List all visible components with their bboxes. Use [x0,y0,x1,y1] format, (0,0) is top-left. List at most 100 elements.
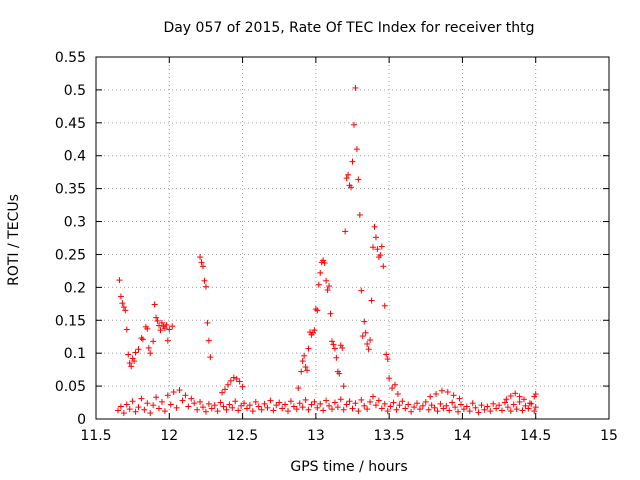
data-point [466,408,473,415]
data-point [352,84,359,91]
data-point [179,397,186,404]
data-point [460,406,467,413]
data-point [125,351,132,358]
y-tick-label: 0.35 [55,182,86,198]
data-point [151,301,158,308]
data-point [167,401,174,408]
data-point [287,398,294,405]
data-point [205,337,212,344]
data-point [233,375,240,382]
data-point [197,398,204,405]
data-point [425,406,432,413]
data-point [199,263,206,270]
data-point [147,410,154,417]
data-point [120,304,127,311]
data-point [427,393,434,400]
data-point [365,346,372,353]
data-point [356,211,363,218]
data-point [371,223,378,230]
data-point [301,352,308,359]
data-point [138,395,145,402]
data-point [170,389,177,396]
data-point [416,406,423,413]
x-tick-label: 14.5 [520,428,551,444]
data-point [333,354,340,361]
data-point [302,396,309,403]
data-point [138,335,145,342]
data-point [384,408,391,415]
data-point [311,398,318,405]
data-point [182,392,189,399]
y-tick-label: 0.3 [64,215,86,231]
y-tick-label: 0.55 [55,50,86,66]
data-point [150,338,157,345]
data-point [348,184,355,191]
data-point [243,405,250,412]
data-point [153,394,160,401]
y-tick-label: 0.05 [55,379,86,395]
data-point [507,392,514,399]
data-point [264,404,271,411]
data-point [337,396,344,403]
data-point [512,390,519,397]
data-point [305,406,312,413]
chart-title: Day 057 of 2015, Rate Of TEC Index for r… [163,20,534,36]
data-point [324,286,331,293]
data-point [315,281,322,288]
data-point [370,244,377,251]
data-point [126,360,133,367]
data-point [345,171,352,178]
data-point [352,400,359,407]
data-point [437,400,444,407]
data-point [166,326,173,333]
data-point [384,356,391,363]
data-point [532,404,539,411]
data-point [362,329,369,336]
data-point [358,287,365,294]
data-point [334,404,341,411]
data-point [472,404,479,411]
data-point [230,374,237,381]
data-point [349,158,356,165]
data-point [304,367,311,374]
data-point [169,323,176,330]
data-point [375,397,382,404]
data-point [501,399,508,406]
data-point [399,398,406,405]
data-point [157,327,164,334]
data-point [299,404,306,411]
data-point [493,405,500,412]
data-point [132,349,139,356]
data-point [176,387,183,394]
data-point [317,269,324,276]
data-point [326,283,333,290]
data-point [150,402,157,409]
data-point [516,398,523,405]
data-point [340,406,347,413]
data-point [513,406,520,413]
data-point [481,406,488,413]
data-point [122,307,129,314]
data-point [249,408,256,415]
data-point [510,401,517,408]
data-point [161,325,168,332]
data-point [227,377,234,384]
y-axis-label: ROTI / TECUs [6,194,22,286]
data-point [202,283,209,290]
data-point [201,277,208,284]
data-point [358,396,365,403]
data-point [207,354,214,361]
data-point [368,297,375,304]
data-point [478,402,485,409]
data-point [520,396,527,403]
data-point [389,385,396,392]
data-point [239,383,246,390]
data-point [337,342,344,349]
data-point [312,306,319,313]
data-point [364,406,371,413]
data-point [456,395,463,402]
data-point [202,408,209,415]
data-point [229,404,236,411]
data-point [211,402,218,409]
data-point [308,401,315,408]
